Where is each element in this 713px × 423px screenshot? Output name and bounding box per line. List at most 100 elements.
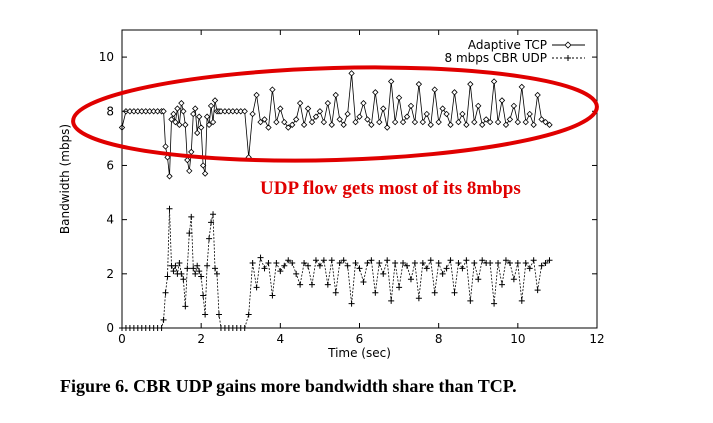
legend-label-cbr-udp: 8 mbps CBR UDP	[445, 51, 547, 65]
data-point-adaptive-tcp	[174, 105, 181, 112]
data-point-adaptive-tcp	[368, 121, 375, 128]
highlight-ellipse	[71, 65, 599, 163]
data-point-adaptive-tcp	[455, 118, 462, 126]
data-point-adaptive-tcp	[494, 118, 502, 126]
data-point-8-mbps-cbr-udp	[400, 259, 407, 266]
data-point-8-mbps-cbr-udp	[336, 259, 343, 266]
data-point-adaptive-tcp	[207, 102, 215, 110]
data-point-adaptive-tcp	[172, 118, 179, 126]
data-point-8-mbps-cbr-udp	[372, 289, 379, 296]
data-point-adaptive-tcp	[170, 110, 177, 118]
data-point-adaptive-tcp	[316, 108, 324, 115]
data-point-8-mbps-cbr-udp	[427, 257, 434, 264]
data-point-8-mbps-cbr-udp	[265, 259, 272, 266]
data-point-8-mbps-cbr-udp	[518, 297, 525, 304]
data-point-adaptive-tcp	[196, 113, 203, 120]
data-point-8-mbps-cbr-udp	[471, 259, 478, 266]
x-tick-label: 6	[356, 332, 364, 346]
data-point-adaptive-tcp	[180, 108, 187, 115]
data-point-8-mbps-cbr-udp	[208, 219, 215, 226]
data-point-8-mbps-cbr-udp	[404, 262, 410, 269]
data-point-adaptive-tcp	[486, 118, 494, 126]
data-point-8-mbps-cbr-udp	[506, 259, 513, 266]
data-point-adaptive-tcp	[332, 91, 339, 99]
data-point-8-mbps-cbr-udp	[198, 273, 205, 280]
data-point-adaptive-tcp	[253, 91, 260, 99]
data-point-adaptive-tcp	[419, 118, 426, 126]
x-axis-title: Time (sec)	[327, 346, 391, 360]
data-point-8-mbps-cbr-udp	[392, 259, 399, 266]
y-tick-label: 6	[106, 158, 114, 172]
data-point-adaptive-tcp	[463, 121, 470, 128]
data-point-8-mbps-cbr-udp	[164, 273, 171, 280]
data-point-adaptive-tcp	[192, 105, 199, 112]
data-point-adaptive-tcp	[257, 118, 264, 126]
data-point-8-mbps-cbr-udp	[526, 265, 533, 272]
data-point-adaptive-tcp	[530, 121, 537, 128]
data-point-adaptive-tcp	[510, 102, 518, 110]
y-tick-label: 0	[106, 321, 114, 335]
data-point-adaptive-tcp	[388, 78, 395, 85]
data-point-8-mbps-cbr-udp	[502, 257, 509, 264]
data-point-adaptive-tcp	[160, 108, 167, 115]
data-point-adaptive-tcp	[364, 116, 371, 123]
data-point-8-mbps-cbr-udp	[215, 311, 222, 318]
data-point-adaptive-tcp	[490, 78, 498, 85]
data-point-adaptive-tcp	[186, 167, 193, 175]
data-point-8-mbps-cbr-udp	[160, 316, 167, 323]
data-point-adaptive-tcp	[168, 116, 175, 123]
figure-caption: Figure 6. CBR UDP gains more bandwidth s…	[60, 376, 517, 396]
x-tick-label: 12	[589, 332, 604, 346]
data-point-adaptive-tcp	[312, 113, 320, 120]
data-point-adaptive-tcp	[300, 121, 308, 128]
data-point-8-mbps-cbr-udp	[435, 259, 442, 266]
data-point-8-mbps-cbr-udp	[297, 281, 304, 288]
data-point-8-mbps-cbr-udp	[522, 259, 529, 266]
data-point-adaptive-tcp	[451, 89, 458, 96]
data-point-adaptive-tcp	[211, 97, 219, 104]
data-point-8-mbps-cbr-udp	[491, 300, 498, 307]
data-point-8-mbps-cbr-udp	[182, 303, 189, 310]
data-point-8-mbps-cbr-udp	[352, 259, 359, 266]
data-point-8-mbps-cbr-udp	[360, 278, 367, 285]
data-point-8-mbps-cbr-udp	[419, 259, 426, 266]
data-point-adaptive-tcp	[403, 113, 411, 120]
data-point-8-mbps-cbr-udp	[495, 259, 502, 266]
data-point-adaptive-tcp	[277, 105, 284, 112]
data-point-adaptive-tcp	[502, 121, 510, 128]
data-point-adaptive-tcp	[198, 124, 205, 131]
data-point-8-mbps-cbr-udp	[530, 257, 537, 264]
data-point-adaptive-tcp	[427, 121, 434, 128]
data-point-adaptive-tcp	[308, 118, 316, 126]
data-point-adaptive-tcp	[356, 113, 363, 120]
data-point-adaptive-tcp	[431, 86, 438, 93]
y-tick-label: 4	[106, 213, 114, 227]
data-point-adaptive-tcp	[249, 110, 256, 118]
data-point-8-mbps-cbr-udp	[180, 276, 187, 283]
data-point-adaptive-tcp	[415, 81, 423, 88]
data-point-8-mbps-cbr-udp	[463, 257, 470, 264]
data-point-adaptive-tcp	[201, 170, 209, 177]
data-point-adaptive-tcp	[435, 118, 442, 126]
data-point-8-mbps-cbr-udp	[202, 311, 209, 318]
data-point-adaptive-tcp	[506, 116, 514, 123]
data-point-adaptive-tcp	[209, 118, 217, 126]
data-point-adaptive-tcp	[467, 81, 474, 88]
data-point-8-mbps-cbr-udp	[200, 292, 207, 299]
x-tick-label: 0	[118, 332, 126, 346]
data-point-8-mbps-cbr-udp	[281, 262, 288, 269]
data-point-8-mbps-cbr-udp	[214, 270, 220, 277]
data-point-8-mbps-cbr-udp	[344, 262, 351, 269]
data-point-8-mbps-cbr-udp	[407, 276, 414, 283]
data-point-adaptive-tcp	[205, 121, 213, 128]
data-point-8-mbps-cbr-udp	[376, 259, 383, 266]
y-tick-label: 2	[106, 267, 114, 281]
data-point-8-mbps-cbr-udp	[415, 295, 422, 302]
data-point-8-mbps-cbr-udp	[192, 270, 199, 277]
data-point-adaptive-tcp	[391, 118, 399, 126]
data-point-8-mbps-cbr-udp	[411, 259, 418, 266]
data-point-adaptive-tcp	[479, 121, 486, 128]
data-point-8-mbps-cbr-udp	[206, 235, 213, 242]
data-point-8-mbps-cbr-udp	[499, 281, 505, 288]
